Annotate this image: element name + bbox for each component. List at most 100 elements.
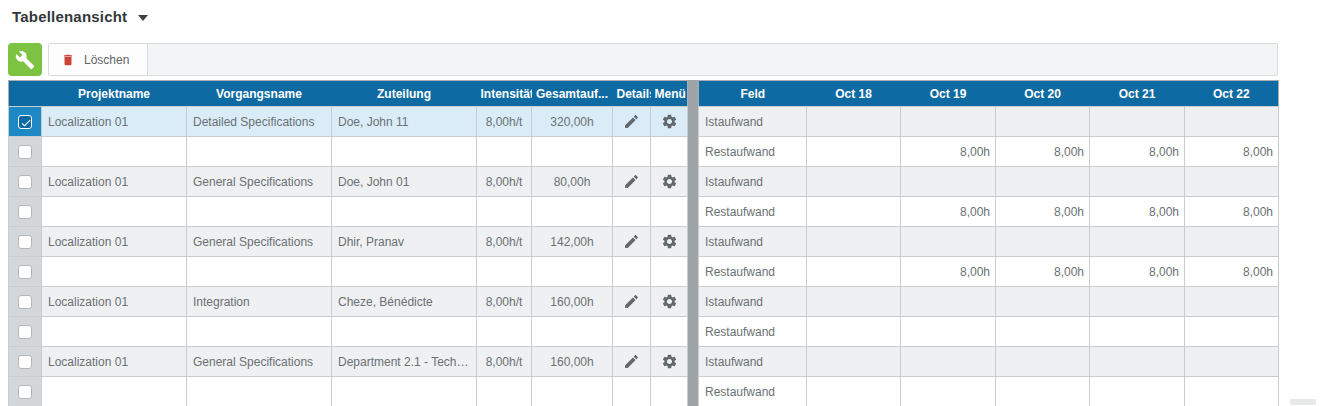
effort-cell[interactable] — [807, 287, 901, 317]
effort-cell[interactable]: 8,00h — [996, 197, 1090, 227]
effort-cell[interactable] — [901, 317, 996, 347]
effort-cell[interactable]: 8,00h — [1185, 137, 1279, 167]
effort-cell[interactable] — [1090, 287, 1185, 317]
effort-cell[interactable] — [901, 347, 996, 377]
effort-cell[interactable] — [807, 257, 901, 287]
cell-intensitaet — [477, 197, 532, 227]
effort-cell[interactable] — [1090, 107, 1185, 137]
edit-details-button[interactable] — [613, 107, 650, 136]
tools-wrench-button[interactable] — [8, 43, 42, 76]
edit-details-button[interactable] — [613, 227, 650, 256]
left-grid-header-row: Projektname Vorgangsname Zuteilung Inten… — [9, 81, 688, 107]
effort-cell[interactable] — [901, 287, 996, 317]
row-checkbox[interactable] — [18, 355, 32, 369]
row-menu-button[interactable] — [651, 347, 687, 376]
effort-cell[interactable] — [1185, 167, 1279, 197]
table-row: Restaufwand 8,00h 8,00h 8,00h 8,00h — [699, 197, 1279, 227]
row-checkbox[interactable] — [18, 205, 32, 219]
effort-cell[interactable] — [996, 377, 1090, 406]
view-selector-dropdown[interactable]: Tabellenansicht — [12, 8, 148, 25]
effort-cell[interactable] — [807, 347, 901, 377]
effort-cell[interactable]: 8,00h — [901, 197, 996, 227]
effort-cell[interactable] — [901, 167, 996, 197]
row-checkbox[interactable] — [18, 325, 32, 339]
col-header-details: Details — [613, 81, 651, 107]
feld-cell: Istaufwand — [699, 227, 807, 257]
feld-cell: Restaufwand — [699, 317, 807, 347]
edit-details-button[interactable] — [613, 167, 650, 196]
effort-cell[interactable] — [807, 107, 901, 137]
effort-cell[interactable] — [996, 317, 1090, 347]
toolbar: Löschen — [8, 43, 1278, 76]
row-checkbox[interactable] — [18, 265, 32, 279]
effort-cell[interactable] — [1090, 167, 1185, 197]
cell-vorgangsname — [187, 137, 332, 167]
effort-cell[interactable] — [901, 107, 996, 137]
effort-cell[interactable] — [807, 377, 901, 406]
col-header-menue: Menü — [651, 81, 688, 107]
row-menu-button[interactable] — [651, 167, 687, 196]
effort-cell[interactable] — [807, 137, 901, 167]
col-header-vorgangsname: Vorgangsname — [187, 81, 332, 107]
effort-cell[interactable]: 8,00h — [1185, 197, 1279, 227]
cell-projektname — [42, 137, 187, 167]
grid-splitter-handle[interactable] — [688, 80, 698, 406]
effort-cell[interactable]: 8,00h — [901, 137, 996, 167]
row-checkbox[interactable] — [18, 145, 32, 159]
effort-cell[interactable] — [996, 167, 1090, 197]
delete-button[interactable]: Löschen — [49, 44, 148, 75]
row-menu-button[interactable] — [651, 227, 687, 256]
effort-cell[interactable] — [807, 227, 901, 257]
effort-cell[interactable] — [1090, 227, 1185, 257]
table-row: Localization 01 Detailed Specifications … — [9, 107, 688, 137]
col-header-date: Oct 18 — [807, 81, 901, 107]
cell-gesamtaufwand: 80,00h — [532, 167, 613, 197]
effort-cell[interactable] — [1185, 107, 1279, 137]
effort-cell[interactable] — [807, 167, 901, 197]
effort-cell[interactable] — [1185, 347, 1279, 377]
row-checkbox[interactable] — [18, 115, 32, 129]
effort-cell[interactable]: 8,00h — [1090, 257, 1185, 287]
effort-cell[interactable] — [807, 317, 901, 347]
feld-cell: Restaufwand — [699, 197, 807, 227]
effort-cell[interactable] — [1090, 377, 1185, 406]
edit-details-button[interactable] — [613, 347, 650, 376]
effort-cell[interactable] — [901, 377, 996, 406]
effort-cell[interactable]: 8,00h — [1090, 197, 1185, 227]
effort-cell[interactable]: 8,00h — [901, 257, 996, 287]
effort-cell[interactable] — [901, 227, 996, 257]
effort-cell[interactable] — [996, 107, 1090, 137]
effort-cell[interactable] — [1090, 317, 1185, 347]
row-menu-button[interactable] — [651, 287, 687, 316]
effort-cell[interactable]: 8,00h — [996, 137, 1090, 167]
cell-gesamtaufwand — [532, 377, 613, 406]
details-cell — [613, 137, 651, 167]
edit-details-button[interactable] — [613, 287, 650, 316]
row-menu-button[interactable] — [651, 107, 687, 136]
effort-cell[interactable] — [1185, 287, 1279, 317]
cell-gesamtaufwand: 160,00h — [532, 287, 613, 317]
gear-icon — [661, 233, 678, 250]
effort-cell[interactable] — [996, 287, 1090, 317]
effort-cell[interactable] — [807, 197, 901, 227]
row-checkbox[interactable] — [18, 235, 32, 249]
effort-cell[interactable] — [1185, 227, 1279, 257]
row-checkbox[interactable] — [18, 385, 32, 399]
delete-button-label: Löschen — [84, 53, 129, 67]
row-checkbox[interactable] — [18, 295, 32, 309]
effort-cell[interactable]: 8,00h — [1090, 137, 1185, 167]
effort-cell[interactable]: 8,00h — [1185, 257, 1279, 287]
cell-gesamtaufwand: 160,00h — [532, 347, 613, 377]
row-checkbox[interactable] — [18, 175, 32, 189]
effort-cell[interactable] — [1185, 377, 1279, 406]
table-row: Istaufwand — [699, 227, 1279, 257]
effort-cell[interactable] — [996, 227, 1090, 257]
table-row: Istaufwand — [699, 167, 1279, 197]
effort-cell[interactable] — [996, 347, 1090, 377]
effort-cell[interactable] — [1185, 317, 1279, 347]
horizontal-scrollbar-stub[interactable] — [1290, 399, 1316, 405]
col-header-zuteilung: Zuteilung — [332, 81, 477, 107]
effort-cell[interactable] — [1090, 347, 1185, 377]
effort-cell[interactable]: 8,00h — [996, 257, 1090, 287]
cell-gesamtaufwand — [532, 317, 613, 347]
